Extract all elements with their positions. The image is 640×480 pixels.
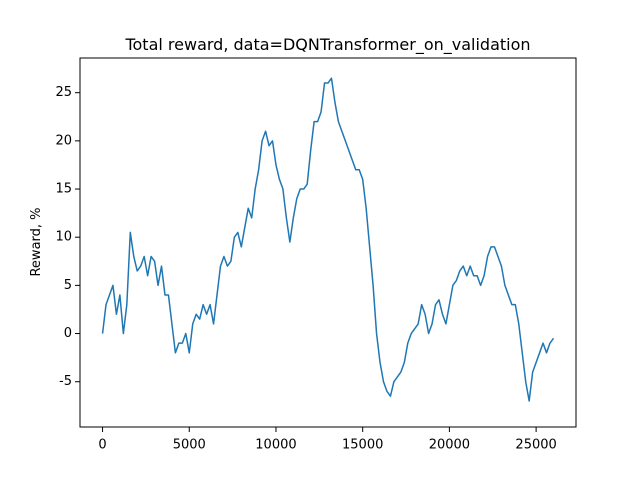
y-axis-label: Reward, %	[29, 207, 44, 276]
chart-title: Total reward, data=DQNTransformer_on_val…	[124, 35, 530, 55]
y-tick-label: 20	[55, 133, 72, 148]
x-tick-label: 20000	[429, 438, 470, 453]
x-tick-label: 25000	[515, 438, 556, 453]
y-tick-label: 25	[55, 85, 72, 100]
x-tick-label: 5000	[173, 438, 206, 453]
x-tick-label: 10000	[255, 438, 296, 453]
x-tick-label: 15000	[342, 438, 383, 453]
y-tick-label: 0	[64, 326, 72, 341]
y-tick-label: 10	[55, 230, 72, 245]
data-line	[101, 77, 555, 402]
plot-frame	[79, 57, 577, 428]
y-tick-label: -5	[59, 374, 72, 389]
y-tick-label: 15	[55, 182, 72, 197]
x-tick-label: 0	[98, 438, 106, 453]
y-tick-label: 5	[64, 278, 72, 293]
